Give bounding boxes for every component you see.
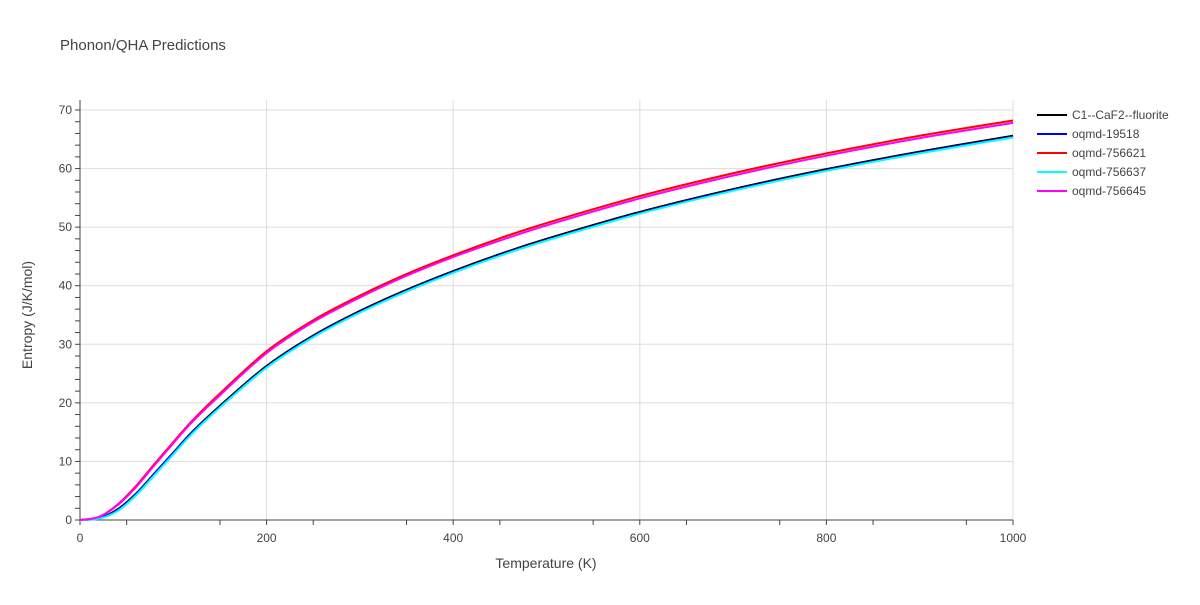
y-tick-label: 10 bbox=[59, 454, 73, 468]
y-tick-label: 20 bbox=[59, 396, 73, 410]
y-tick-label: 40 bbox=[59, 279, 73, 293]
series-line-oqmd-756645 bbox=[79, 121, 1014, 521]
legend-label: C1--CaF2--fluorite bbox=[1072, 108, 1169, 122]
legend-item-oqmd-756637[interactable]: oqmd-756637 bbox=[1037, 165, 1146, 179]
legend-label: oqmd-756645 bbox=[1072, 184, 1146, 198]
x-tick-label: 0 bbox=[77, 531, 84, 545]
y-tick-label: 70 bbox=[59, 103, 73, 117]
y-tick-label: 0 bbox=[65, 513, 72, 527]
series-line-oqmd-19518 bbox=[79, 135, 1014, 521]
axes: 0 200 400 600 800 1000 0 10 20 30 40 50 60 70 bbox=[59, 100, 1027, 545]
legend-label: oqmd-756637 bbox=[1072, 165, 1146, 179]
y-tick-label: 50 bbox=[59, 220, 73, 234]
legend-item-oqmd-19518[interactable]: oqmd-19518 bbox=[1037, 127, 1140, 141]
x-tick-label: 800 bbox=[816, 531, 836, 545]
legend-label: oqmd-19518 bbox=[1072, 127, 1140, 141]
x-tick-label: 1000 bbox=[1000, 531, 1027, 545]
legend-label: oqmd-756621 bbox=[1072, 146, 1146, 160]
series-line-oqmd-756621 bbox=[79, 119, 1014, 521]
legend-item-oqmd-756645[interactable]: oqmd-756645 bbox=[1037, 184, 1146, 198]
series-line-C1--CaF2--fluorite bbox=[79, 134, 1014, 521]
series-line-oqmd-756637 bbox=[79, 136, 1014, 521]
chart-title: Phonon/QHA Predictions bbox=[60, 37, 226, 54]
legend-item-C1--CaF2--fluorite[interactable]: C1--CaF2--fluorite bbox=[1037, 108, 1169, 122]
legend[interactable]: C1--CaF2--fluorite oqmd-19518 oqmd-756621 o… bbox=[1037, 108, 1169, 198]
series-lines bbox=[79, 119, 1014, 521]
x-tick-label: 200 bbox=[257, 531, 277, 545]
y-tick-label: 60 bbox=[59, 162, 73, 176]
x-tick-label: 600 bbox=[630, 531, 650, 545]
legend-item-oqmd-756621[interactable]: oqmd-756621 bbox=[1037, 146, 1146, 160]
x-axis-label: Temperature (K) bbox=[495, 555, 596, 571]
y-axis-label: Entropy (J/K/mol) bbox=[19, 261, 35, 369]
x-tick-label: 400 bbox=[443, 531, 463, 545]
grid bbox=[80, 100, 1014, 520]
y-tick-label: 30 bbox=[59, 337, 73, 351]
